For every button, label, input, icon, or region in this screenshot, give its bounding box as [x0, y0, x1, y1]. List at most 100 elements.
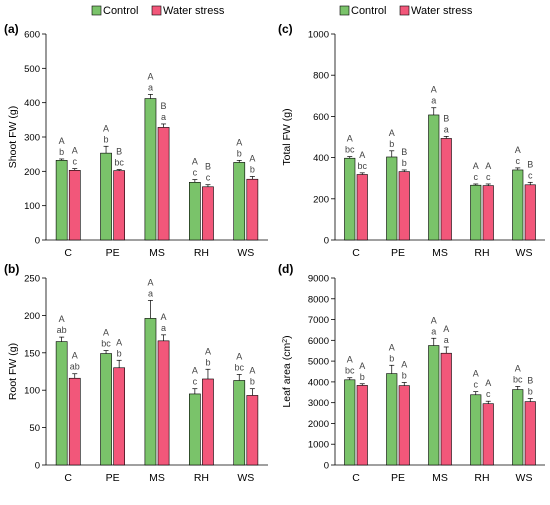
y-tick-label: 8000 [308, 294, 329, 305]
bar [246, 178, 259, 241]
panel-leaf-area: (d) 0 1000 2000 3000 4000 5000 6000 7000 8000 900… [278, 262, 545, 484]
significance-letter-lower: bc [101, 339, 111, 349]
significance-letter-lower: b [104, 134, 109, 144]
significance-letter-upper: A [359, 361, 365, 371]
bar [344, 157, 356, 241]
significance-letter-upper: A [431, 315, 437, 325]
panel-label: (c) [278, 22, 293, 36]
y-tick-label: 6000 [308, 336, 329, 347]
significance-letter-upper: A [161, 312, 167, 322]
significance-letter-lower: b [250, 164, 255, 174]
significance-letter-upper: A [485, 161, 491, 171]
y-tick-label: 3000 [308, 398, 329, 409]
bar [202, 186, 214, 241]
bar [233, 162, 246, 241]
significance-letter-upper: A [59, 136, 65, 146]
bar [100, 152, 112, 241]
y-tick-label: 100 [24, 386, 40, 397]
x-tick-label: MS [432, 247, 448, 259]
bar [512, 169, 524, 241]
significance-letter-upper: A [485, 378, 491, 388]
bar [157, 127, 170, 241]
significance-letter-upper: A [236, 137, 242, 147]
significance-letter-lower: bc [345, 145, 355, 155]
bar [398, 171, 410, 241]
bar [470, 184, 482, 241]
significance-letter-upper: A [147, 277, 153, 287]
bar [233, 380, 246, 466]
x-tick-label: C [352, 472, 360, 484]
significance-letter-upper: A [359, 150, 365, 160]
significance-letter-lower: a [444, 335, 449, 345]
bar [470, 394, 482, 466]
legend-left: Control Water stress [91, 5, 225, 17]
x-tick-label: RH [474, 247, 489, 259]
y-tick-label: 600 [313, 112, 329, 123]
significance-letter-lower: b [402, 158, 407, 168]
bar [144, 98, 157, 241]
significance-letter-lower: c [516, 156, 521, 166]
significance-letter-lower: c [486, 389, 491, 399]
bar [398, 385, 410, 466]
legend-label-control: Control [103, 5, 138, 17]
significance-letter-lower: c [206, 173, 211, 183]
bar [202, 378, 214, 466]
significance-letter-lower: c [474, 172, 479, 182]
y-tick-label: 500 [24, 64, 40, 75]
x-tick-label: MS [432, 472, 448, 484]
significance-letter-lower: bc [513, 374, 523, 384]
significance-letter-upper: A [116, 337, 122, 347]
y-tick-label: 2000 [308, 419, 329, 430]
significance-letter-upper: B [401, 147, 407, 157]
y-tick-label: 800 [313, 71, 329, 82]
bar [144, 318, 157, 466]
bar [428, 345, 440, 466]
significance-letter-lower: b [237, 148, 242, 158]
significance-letter-upper: A [515, 145, 521, 155]
significance-letter-upper: A [443, 324, 449, 334]
significance-letter-upper: A [347, 134, 353, 144]
significance-letter-upper: A [431, 85, 437, 95]
bar [55, 160, 68, 241]
bar [524, 184, 536, 241]
bar [113, 170, 125, 241]
bar [113, 367, 125, 466]
bar [246, 395, 259, 466]
significance-letter-upper: B [161, 101, 167, 111]
significance-letter-upper: B [527, 159, 533, 169]
legend-swatch-control [91, 5, 102, 16]
significance-letter-upper: A [249, 153, 255, 163]
bar [68, 170, 81, 241]
y-tick-label: 0 [35, 236, 40, 247]
significance-letter-upper: A [389, 342, 395, 352]
x-tick-label: WS [516, 472, 533, 484]
bar [524, 401, 536, 466]
significance-letter-lower: b [117, 348, 122, 358]
legend-swatch-water-stress [151, 5, 162, 16]
bar [356, 385, 368, 466]
significance-letter-lower: b [402, 371, 407, 381]
bar [100, 353, 112, 466]
x-tick-label: WS [516, 247, 533, 259]
significance-letter-upper: A [389, 128, 395, 138]
bar [356, 174, 368, 241]
significance-letter-lower: a [148, 288, 153, 298]
significance-letter-upper: A [236, 351, 242, 361]
significance-letter-lower: bc [357, 161, 367, 171]
x-tick-label: WS [237, 247, 254, 259]
bar [157, 340, 170, 466]
significance-letter-lower: a [161, 323, 166, 333]
significance-letter-lower: b [59, 147, 64, 157]
bar [440, 138, 452, 241]
y-tick-label: 200 [24, 167, 40, 178]
significance-letter-lower: b [389, 353, 394, 363]
panel-label: (a) [4, 22, 19, 36]
y-tick-label: 0 [35, 461, 40, 472]
x-tick-label: RH [194, 247, 209, 259]
legend-label-control: Control [351, 5, 386, 17]
significance-letter-upper: A [147, 71, 153, 81]
significance-letter-upper: B [527, 376, 533, 386]
x-tick-label: MS [149, 247, 165, 259]
